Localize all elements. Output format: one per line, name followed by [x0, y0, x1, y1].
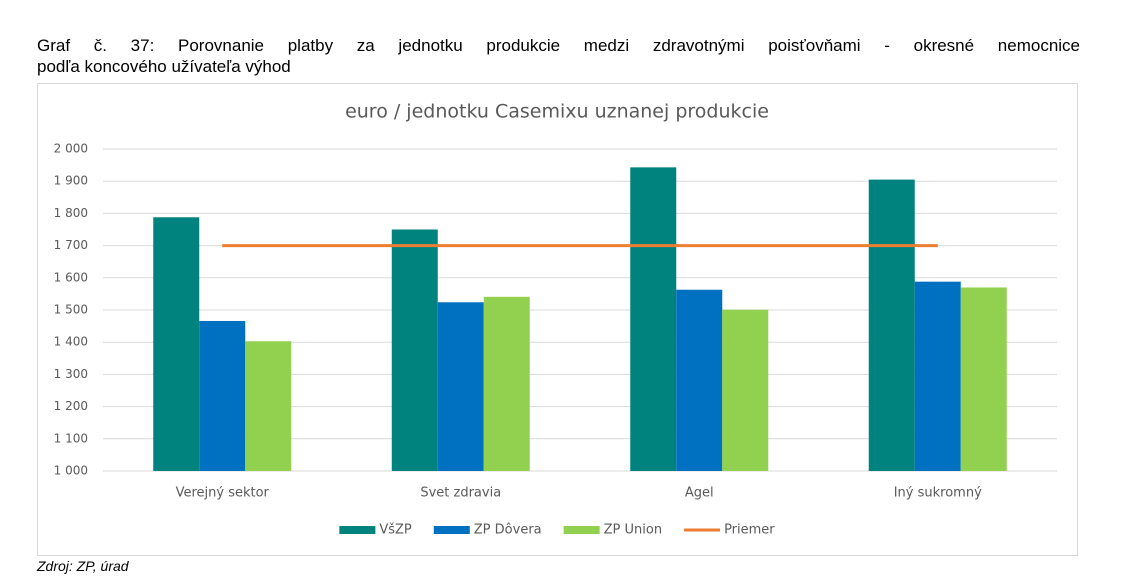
legend-label: Priemer	[724, 523, 775, 538]
y-tick-label: 1 800	[54, 206, 88, 220]
legend-label: VšZP	[379, 523, 412, 538]
legend-label: ZP Union	[604, 523, 662, 538]
bar	[868, 179, 915, 471]
y-tick-label: 1 100	[54, 431, 88, 445]
bar	[483, 296, 530, 471]
bar	[391, 229, 438, 471]
source: Zdroj: ZP, úrad	[37, 558, 129, 574]
bar	[914, 281, 961, 471]
bar	[437, 302, 484, 471]
y-tick-label: 1 300	[54, 367, 88, 381]
legend-item: ZP Dôvera	[433, 523, 542, 538]
legend-marker	[563, 526, 600, 534]
caption-line: podľa koncového užívateľa výhod	[37, 57, 291, 76]
bar	[245, 341, 292, 471]
x-tick-label: Verejný sektor	[176, 486, 270, 501]
y-tick-label: 1 600	[54, 270, 88, 284]
y-tick-label: 1 500	[54, 303, 88, 317]
bar	[722, 309, 769, 471]
legend-item: Priemer	[684, 523, 775, 538]
caption-line: Graf č. 37: Porovnanie platby za jednotk…	[37, 36, 1080, 55]
bar	[199, 320, 246, 471]
chart-title: euro / jednotku Casemixu uznanej produkc…	[345, 101, 769, 123]
x-tick-label: Iný sukromný	[894, 486, 982, 501]
x-tick-label: Agel	[685, 486, 714, 501]
legend-item: ZP Union	[563, 523, 662, 538]
bar	[960, 287, 1007, 471]
legend-item: VšZP	[339, 523, 412, 538]
y-tick-label: 1 700	[54, 238, 88, 252]
bar	[153, 217, 200, 471]
bar	[676, 289, 723, 471]
y-tick-label: 1 000	[54, 464, 88, 478]
bar	[630, 167, 677, 471]
x-tick-label: Svet zdravia	[420, 486, 501, 501]
legend-marker	[339, 526, 376, 534]
legend-label: ZP Dôvera	[474, 523, 542, 538]
y-tick-label: 1 200	[54, 399, 88, 413]
legend-marker	[433, 526, 470, 534]
y-tick-label: 2 000	[54, 142, 88, 156]
chart-frame	[37, 83, 1078, 556]
y-tick-label: 1 400	[54, 335, 88, 349]
y-tick-label: 1 900	[54, 174, 88, 188]
